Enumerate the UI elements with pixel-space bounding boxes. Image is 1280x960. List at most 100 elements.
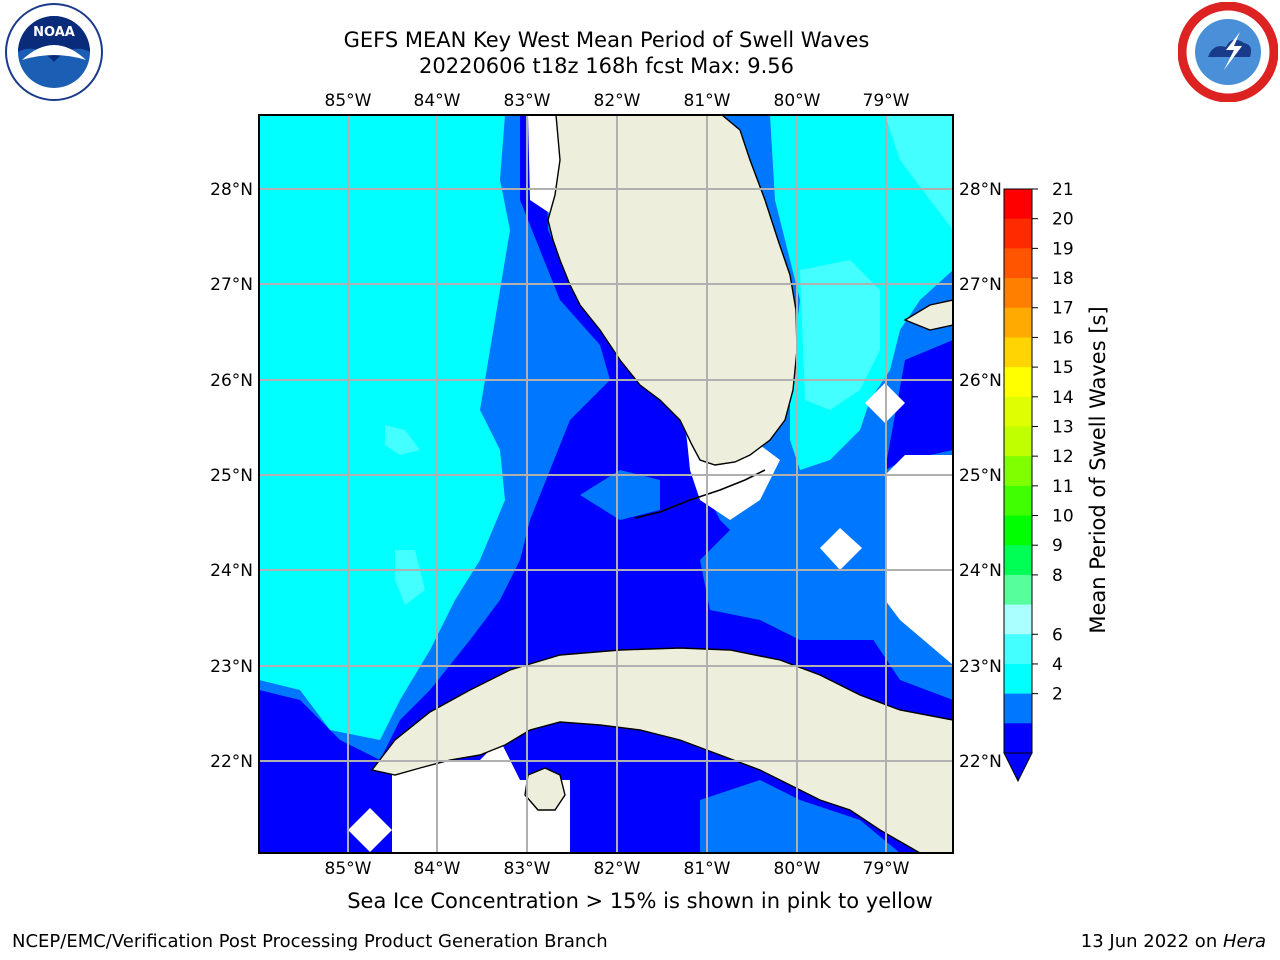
lat-label-right: 22°N: [959, 752, 1002, 772]
graticule: [259, 115, 953, 853]
colorbar-tick-label: 8: [1052, 566, 1063, 586]
lon-label-bottom: 79°W: [863, 859, 910, 879]
lat-label-left: 27°N: [210, 275, 253, 295]
swell-region-lightcyan-atl2: [800, 260, 880, 410]
colorbar-tick-label: 2: [1052, 685, 1063, 705]
colorbar-segment: [1004, 545, 1032, 576]
colorbar-tick-label: 4: [1052, 655, 1063, 675]
swell-region-blue-east: [885, 340, 953, 470]
colorbar-segment: [1004, 307, 1032, 338]
lat-labels-right: 28°N 27°N 26°N 25°N 24°N 23°N 22°N: [959, 180, 1002, 772]
lon-label-top: 79°W: [863, 91, 910, 111]
swell-region-lightcyan-1: [385, 425, 420, 455]
colorbar-segment: [1004, 515, 1032, 546]
nodata-diamond-2: [820, 528, 862, 570]
lon-label-bottom: 84°W: [414, 859, 461, 879]
lat-label-left: 25°N: [210, 466, 253, 486]
lat-label-left: 24°N: [210, 561, 253, 581]
colorbar-segment: [1004, 604, 1032, 635]
colorbar-segment: [1004, 456, 1032, 487]
lon-label-top: 82°W: [594, 91, 641, 111]
bahamas-land: [903, 299, 953, 331]
footer-date-text: 13 Jun 2022 on: [1080, 931, 1223, 952]
nodata-east: [885, 455, 953, 665]
lon-label-bottom: 80°W: [774, 859, 821, 879]
swell-region-mid-3: [700, 780, 900, 853]
colorbar-segment: [1004, 278, 1032, 309]
colorbar-segment: [1004, 426, 1032, 457]
florida-keys: [634, 469, 766, 519]
lat-label-right: 23°N: [959, 657, 1002, 677]
colorbar-tick-label: 10: [1052, 507, 1074, 527]
lat-label-left: 28°N: [210, 180, 253, 200]
colorbar-tick-label: 11: [1052, 477, 1074, 497]
lat-labels-left: 28°N 27°N 26°N 25°N 24°N 23°N 22°N: [210, 180, 253, 772]
colorbar-frame: [1003, 188, 1033, 754]
colorbar-tick-label: 13: [1052, 417, 1074, 437]
colorbar-segment: [1004, 396, 1032, 427]
colorbar-tick-label: 9: [1052, 536, 1063, 556]
swell-region-cyan-west: [259, 115, 510, 740]
swell-region-mid-2: [700, 520, 880, 640]
colorbar-tick-label: 20: [1052, 210, 1074, 230]
colorbar-tick-label: 16: [1052, 328, 1074, 348]
colorbar: 21 20 19 18 17 16 15 14 13 12 11 10 9 8 6 4 2: [1003, 180, 1074, 783]
colorbar-segment: [1004, 485, 1032, 517]
colorbar-tick-label: 15: [1052, 358, 1074, 378]
lat-label-right: 26°N: [959, 371, 1002, 391]
lon-label-top: 81°W: [684, 91, 731, 111]
colorbar-tick-label: 19: [1052, 239, 1074, 259]
lon-label-bottom: 82°W: [594, 859, 641, 879]
swell-region-lightcyan-2: [395, 550, 425, 605]
map-frame: [258, 114, 954, 854]
colorbar-segment: [1004, 574, 1032, 606]
svg-text:NOAA: NOAA: [33, 25, 75, 40]
lon-labels-bottom: 85°W 84°W 83°W 82°W 81°W 80°W 79°W: [325, 859, 910, 879]
lon-label-top: 83°W: [504, 91, 551, 111]
footer-host: Hera: [1222, 931, 1266, 952]
lon-label-bottom: 81°W: [684, 859, 731, 879]
lat-label-right: 24°N: [959, 561, 1002, 581]
lon-label-bottom: 83°W: [504, 859, 551, 879]
lon-label-bottom: 85°W: [325, 859, 372, 879]
lat-label-left: 23°N: [210, 657, 253, 677]
colorbar-tick-label: 12: [1052, 447, 1074, 467]
chart-title: GEFS MEAN Key West Mean Period of Swell …: [343, 28, 870, 52]
colorbar-tick-label: 17: [1052, 299, 1074, 319]
nws-logo: [1178, 2, 1278, 102]
lon-label-top: 80°W: [774, 91, 821, 111]
lat-label-left: 26°N: [210, 371, 253, 391]
colorbar-label: Mean Period of Swell Waves [s]: [1086, 306, 1110, 633]
lat-label-right: 25°N: [959, 466, 1002, 486]
lat-label-left: 22°N: [210, 752, 253, 772]
swell-region-lightcyan-atlantic: [885, 115, 953, 230]
lon-label-top: 84°W: [414, 91, 461, 111]
colorbar-tick-label: 21: [1052, 180, 1074, 200]
nodata-diamond-3: [348, 808, 392, 852]
colorbar-segment: [1004, 693, 1032, 724]
colorbar-segment: [1004, 367, 1032, 398]
colorbar-tick-label: 6: [1052, 625, 1063, 645]
colorbar-tick-label: 18: [1052, 269, 1074, 289]
footer-date: 13 Jun 2022 on Hera: [1081, 931, 1266, 952]
colorbar-tick-label: 14: [1052, 388, 1074, 408]
colorbar-segment: [1004, 337, 1032, 368]
chart-subtitle: 20220606 t18z 168h fcst Max: 9.56: [419, 54, 794, 78]
footer-credit: NCEP/EMC/Verification Post Processing Pr…: [12, 931, 608, 952]
colorbar-segment: [1004, 723, 1032, 754]
swell-region-mid-1: [580, 470, 660, 520]
nodata-ne-corner: [528, 115, 560, 220]
lon-labels-top: 85°W 84°W 83°W 82°W 81°W 80°W 79°W: [325, 91, 910, 111]
lat-label-right: 27°N: [959, 275, 1002, 295]
colorbar-segment: [1004, 663, 1032, 695]
colorbar-extend-min: [1003, 752, 1033, 783]
colorbar-segment: [1004, 634, 1032, 665]
colorbar-segment: [1004, 218, 1032, 249]
colorbar-segment: [1004, 189, 1032, 220]
sea-ice-note: Sea Ice Concentration > 15% is shown in …: [347, 889, 933, 913]
lon-label-top: 85°W: [325, 91, 372, 111]
cuba-land: [370, 647, 953, 853]
colorbar-segment: [1004, 248, 1032, 279]
noaa-logo: NOAA: [5, 3, 103, 101]
